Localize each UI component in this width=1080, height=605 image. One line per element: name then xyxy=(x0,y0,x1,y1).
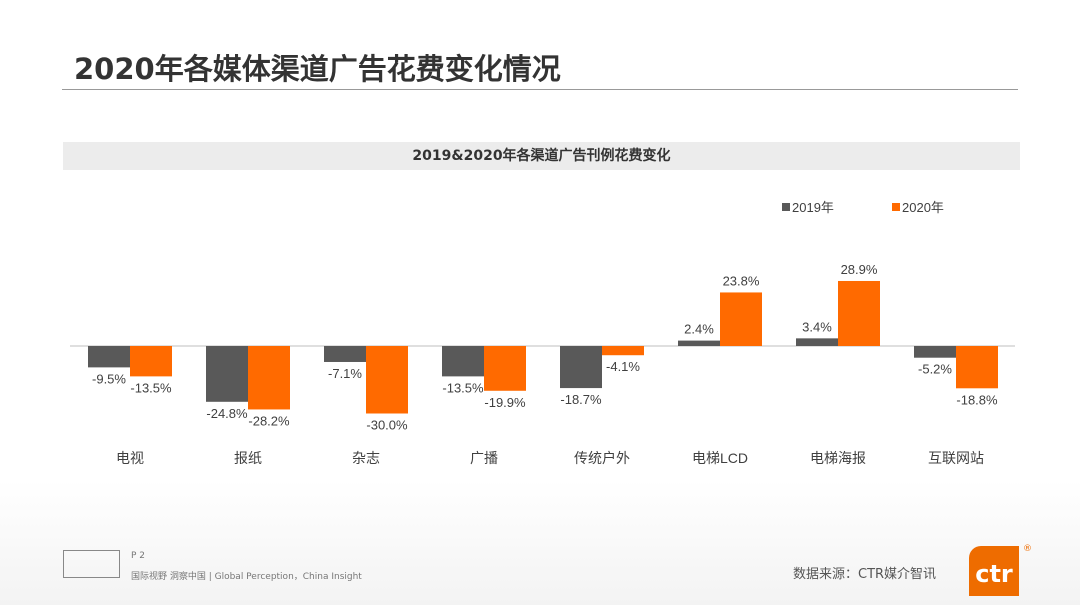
data-label: -18.7% xyxy=(560,392,602,407)
ctr-logo: ctr xyxy=(969,546,1019,596)
category-label: 互联网站 xyxy=(928,450,984,466)
category-label: 电视 xyxy=(116,450,144,466)
data-label: -13.5% xyxy=(442,380,484,395)
data-label: -19.9% xyxy=(484,395,526,410)
bar-2020 xyxy=(484,346,526,391)
data-label: -18.8% xyxy=(956,392,998,407)
bar-2019 xyxy=(914,346,956,358)
bar-2019 xyxy=(206,346,248,402)
bar-2019 xyxy=(324,346,366,362)
bar-2019 xyxy=(678,340,720,346)
category-label: 电梯LCD xyxy=(692,450,748,466)
bar-2020 xyxy=(838,280,880,346)
legend-label: 2020年 xyxy=(902,200,944,215)
bar-2020 xyxy=(602,346,644,356)
bar-2019 xyxy=(88,346,130,368)
title-divider xyxy=(62,89,1018,90)
data-source: 数据来源：CTR媒介智讯 xyxy=(793,567,937,582)
certification-logo xyxy=(63,550,120,578)
data-label: -5.2% xyxy=(918,362,952,377)
bar-2019 xyxy=(796,338,838,346)
page-number: P 2 xyxy=(131,551,146,561)
data-label: -13.5% xyxy=(130,380,172,395)
bar-2019 xyxy=(560,346,602,389)
data-label: -28.2% xyxy=(248,413,290,428)
data-label: 28.9% xyxy=(841,262,878,277)
category-label: 报纸 xyxy=(234,450,262,466)
chart-title: 2019&2020年各渠道广告刊例花费变化 xyxy=(63,142,1020,170)
legend-swatch xyxy=(892,203,900,211)
page-title: 2020年各媒体渠道广告花费变化情况 xyxy=(74,52,561,86)
data-label: -7.1% xyxy=(328,366,362,381)
data-label: 23.8% xyxy=(723,273,760,288)
bar-2020 xyxy=(956,346,998,389)
data-label: -24.8% xyxy=(206,406,248,421)
legend-swatch xyxy=(782,203,790,211)
data-label: 2.4% xyxy=(684,322,714,337)
bar-2020 xyxy=(366,346,408,414)
slogan: 国际视野 洞察中国 | Global Perception，China Insi… xyxy=(131,572,362,582)
category-label: 传统户外 xyxy=(574,450,630,466)
category-label: 广播 xyxy=(470,450,498,466)
data-label: -30.0% xyxy=(366,418,408,433)
legend-label: 2019年 xyxy=(792,200,834,215)
bar-2020 xyxy=(248,346,290,410)
bar-2019 xyxy=(442,346,484,377)
registered-mark: ® xyxy=(1023,544,1032,554)
category-label: 杂志 xyxy=(352,450,380,466)
bar-2020 xyxy=(130,346,172,377)
category-label: 电梯海报 xyxy=(810,450,866,466)
data-label: -9.5% xyxy=(92,371,126,386)
bar-2020 xyxy=(720,292,762,346)
data-label: -4.1% xyxy=(606,359,640,374)
background xyxy=(0,480,1080,605)
data-label: 3.4% xyxy=(802,319,832,334)
